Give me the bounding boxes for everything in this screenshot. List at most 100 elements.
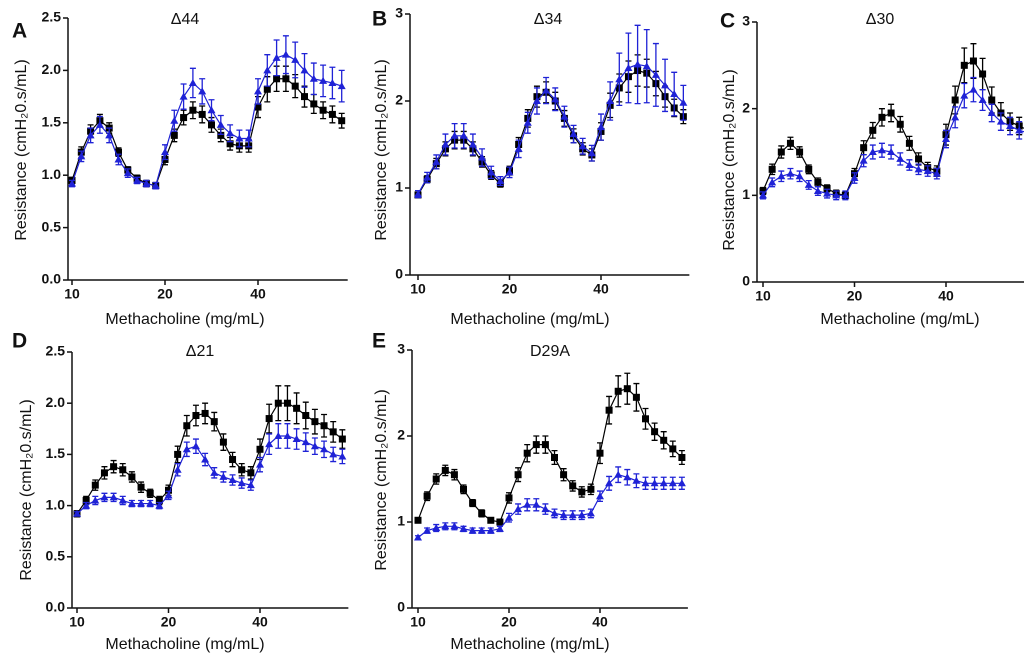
series-line xyxy=(417,69,684,196)
data-point xyxy=(486,526,495,534)
data-point xyxy=(137,499,146,507)
data-point xyxy=(632,476,641,484)
data-point xyxy=(68,179,76,187)
data-point xyxy=(623,385,631,393)
data-point xyxy=(414,533,422,541)
data-point xyxy=(170,131,178,139)
data-point xyxy=(586,509,595,517)
data-point xyxy=(110,463,118,471)
data-point xyxy=(319,106,327,114)
data-point xyxy=(237,479,246,487)
y-tick-label: 1.5 xyxy=(42,114,62,130)
data-point xyxy=(459,131,468,139)
data-point xyxy=(207,106,216,114)
data-point xyxy=(95,120,104,128)
data-point xyxy=(468,526,477,534)
data-point xyxy=(208,121,215,129)
data-point xyxy=(77,152,86,160)
data-point xyxy=(578,488,586,496)
data-point xyxy=(274,431,283,439)
data-point xyxy=(161,148,169,156)
data-point xyxy=(460,485,467,493)
y-tick-label: 2.0 xyxy=(46,394,66,410)
x-tick-label: 40 xyxy=(252,614,268,630)
data-point xyxy=(869,126,877,134)
data-point xyxy=(659,479,668,487)
y-tick-label: 0.0 xyxy=(42,271,62,287)
data-point xyxy=(823,184,831,192)
data-point xyxy=(987,109,996,116)
data-point xyxy=(301,93,308,101)
data-point xyxy=(119,466,127,474)
data-point xyxy=(118,496,127,504)
data-point xyxy=(633,60,642,68)
y-tick-label: 1 xyxy=(397,513,405,529)
data-point xyxy=(505,494,513,502)
x-axis-label: Methacholine (mg/mL) xyxy=(450,636,609,653)
data-point xyxy=(478,153,487,161)
data-point xyxy=(505,168,514,176)
data-point xyxy=(642,62,651,70)
x-tick-label: 20 xyxy=(157,286,173,302)
data-point xyxy=(795,172,804,180)
data-point xyxy=(283,399,291,407)
data-point xyxy=(265,440,274,448)
data-point xyxy=(450,471,458,479)
y-axis-label: Resistance (cmH₂0.s/mL) xyxy=(721,69,738,250)
data-point xyxy=(128,473,136,481)
data-point xyxy=(859,156,868,164)
y-tick-label: 2.5 xyxy=(46,343,66,359)
data-point xyxy=(496,518,504,526)
data-point xyxy=(100,469,108,477)
data-point xyxy=(137,483,145,491)
data-point xyxy=(523,500,532,508)
data-point xyxy=(127,499,136,507)
data-point xyxy=(614,470,623,478)
data-point xyxy=(677,479,686,487)
data-point xyxy=(887,148,896,155)
x-tick-label: 10 xyxy=(410,281,426,297)
panel-title: D29A xyxy=(530,343,570,360)
series-line xyxy=(76,402,343,515)
panel-letter: C xyxy=(720,10,735,33)
data-point xyxy=(878,113,886,121)
data-point xyxy=(192,411,200,419)
data-point xyxy=(805,165,813,173)
y-tick-label: 0 xyxy=(395,266,403,282)
data-point xyxy=(542,86,551,94)
data-point xyxy=(293,404,301,412)
data-point xyxy=(532,500,541,508)
data-point xyxy=(650,479,659,487)
data-point xyxy=(265,415,273,423)
data-point xyxy=(292,435,301,443)
data-point xyxy=(82,496,90,504)
data-point xyxy=(597,123,605,131)
data-point xyxy=(281,50,290,58)
data-point xyxy=(804,180,813,188)
y-tick-label: 2 xyxy=(397,427,405,443)
y-tick-label: 1.5 xyxy=(46,445,66,461)
data-point xyxy=(273,75,281,83)
x-tick-label: 20 xyxy=(161,614,177,630)
data-point xyxy=(283,431,292,439)
data-point xyxy=(210,418,218,426)
data-point xyxy=(180,114,188,122)
data-point xyxy=(860,144,868,152)
data-point xyxy=(796,148,804,156)
data-point xyxy=(256,460,264,468)
panel-title: Δ21 xyxy=(186,343,215,360)
data-point xyxy=(450,131,459,139)
y-tick-label: 1.0 xyxy=(42,166,62,182)
data-point xyxy=(623,473,632,481)
x-tick-label: 20 xyxy=(847,288,863,304)
data-point xyxy=(932,169,941,177)
data-point xyxy=(198,87,207,95)
data-point xyxy=(905,161,914,168)
data-point xyxy=(478,509,486,517)
data-point xyxy=(164,491,173,499)
panel-letter: A xyxy=(12,20,27,43)
data-point xyxy=(768,178,777,186)
data-point xyxy=(532,441,540,449)
data-point xyxy=(495,524,504,532)
